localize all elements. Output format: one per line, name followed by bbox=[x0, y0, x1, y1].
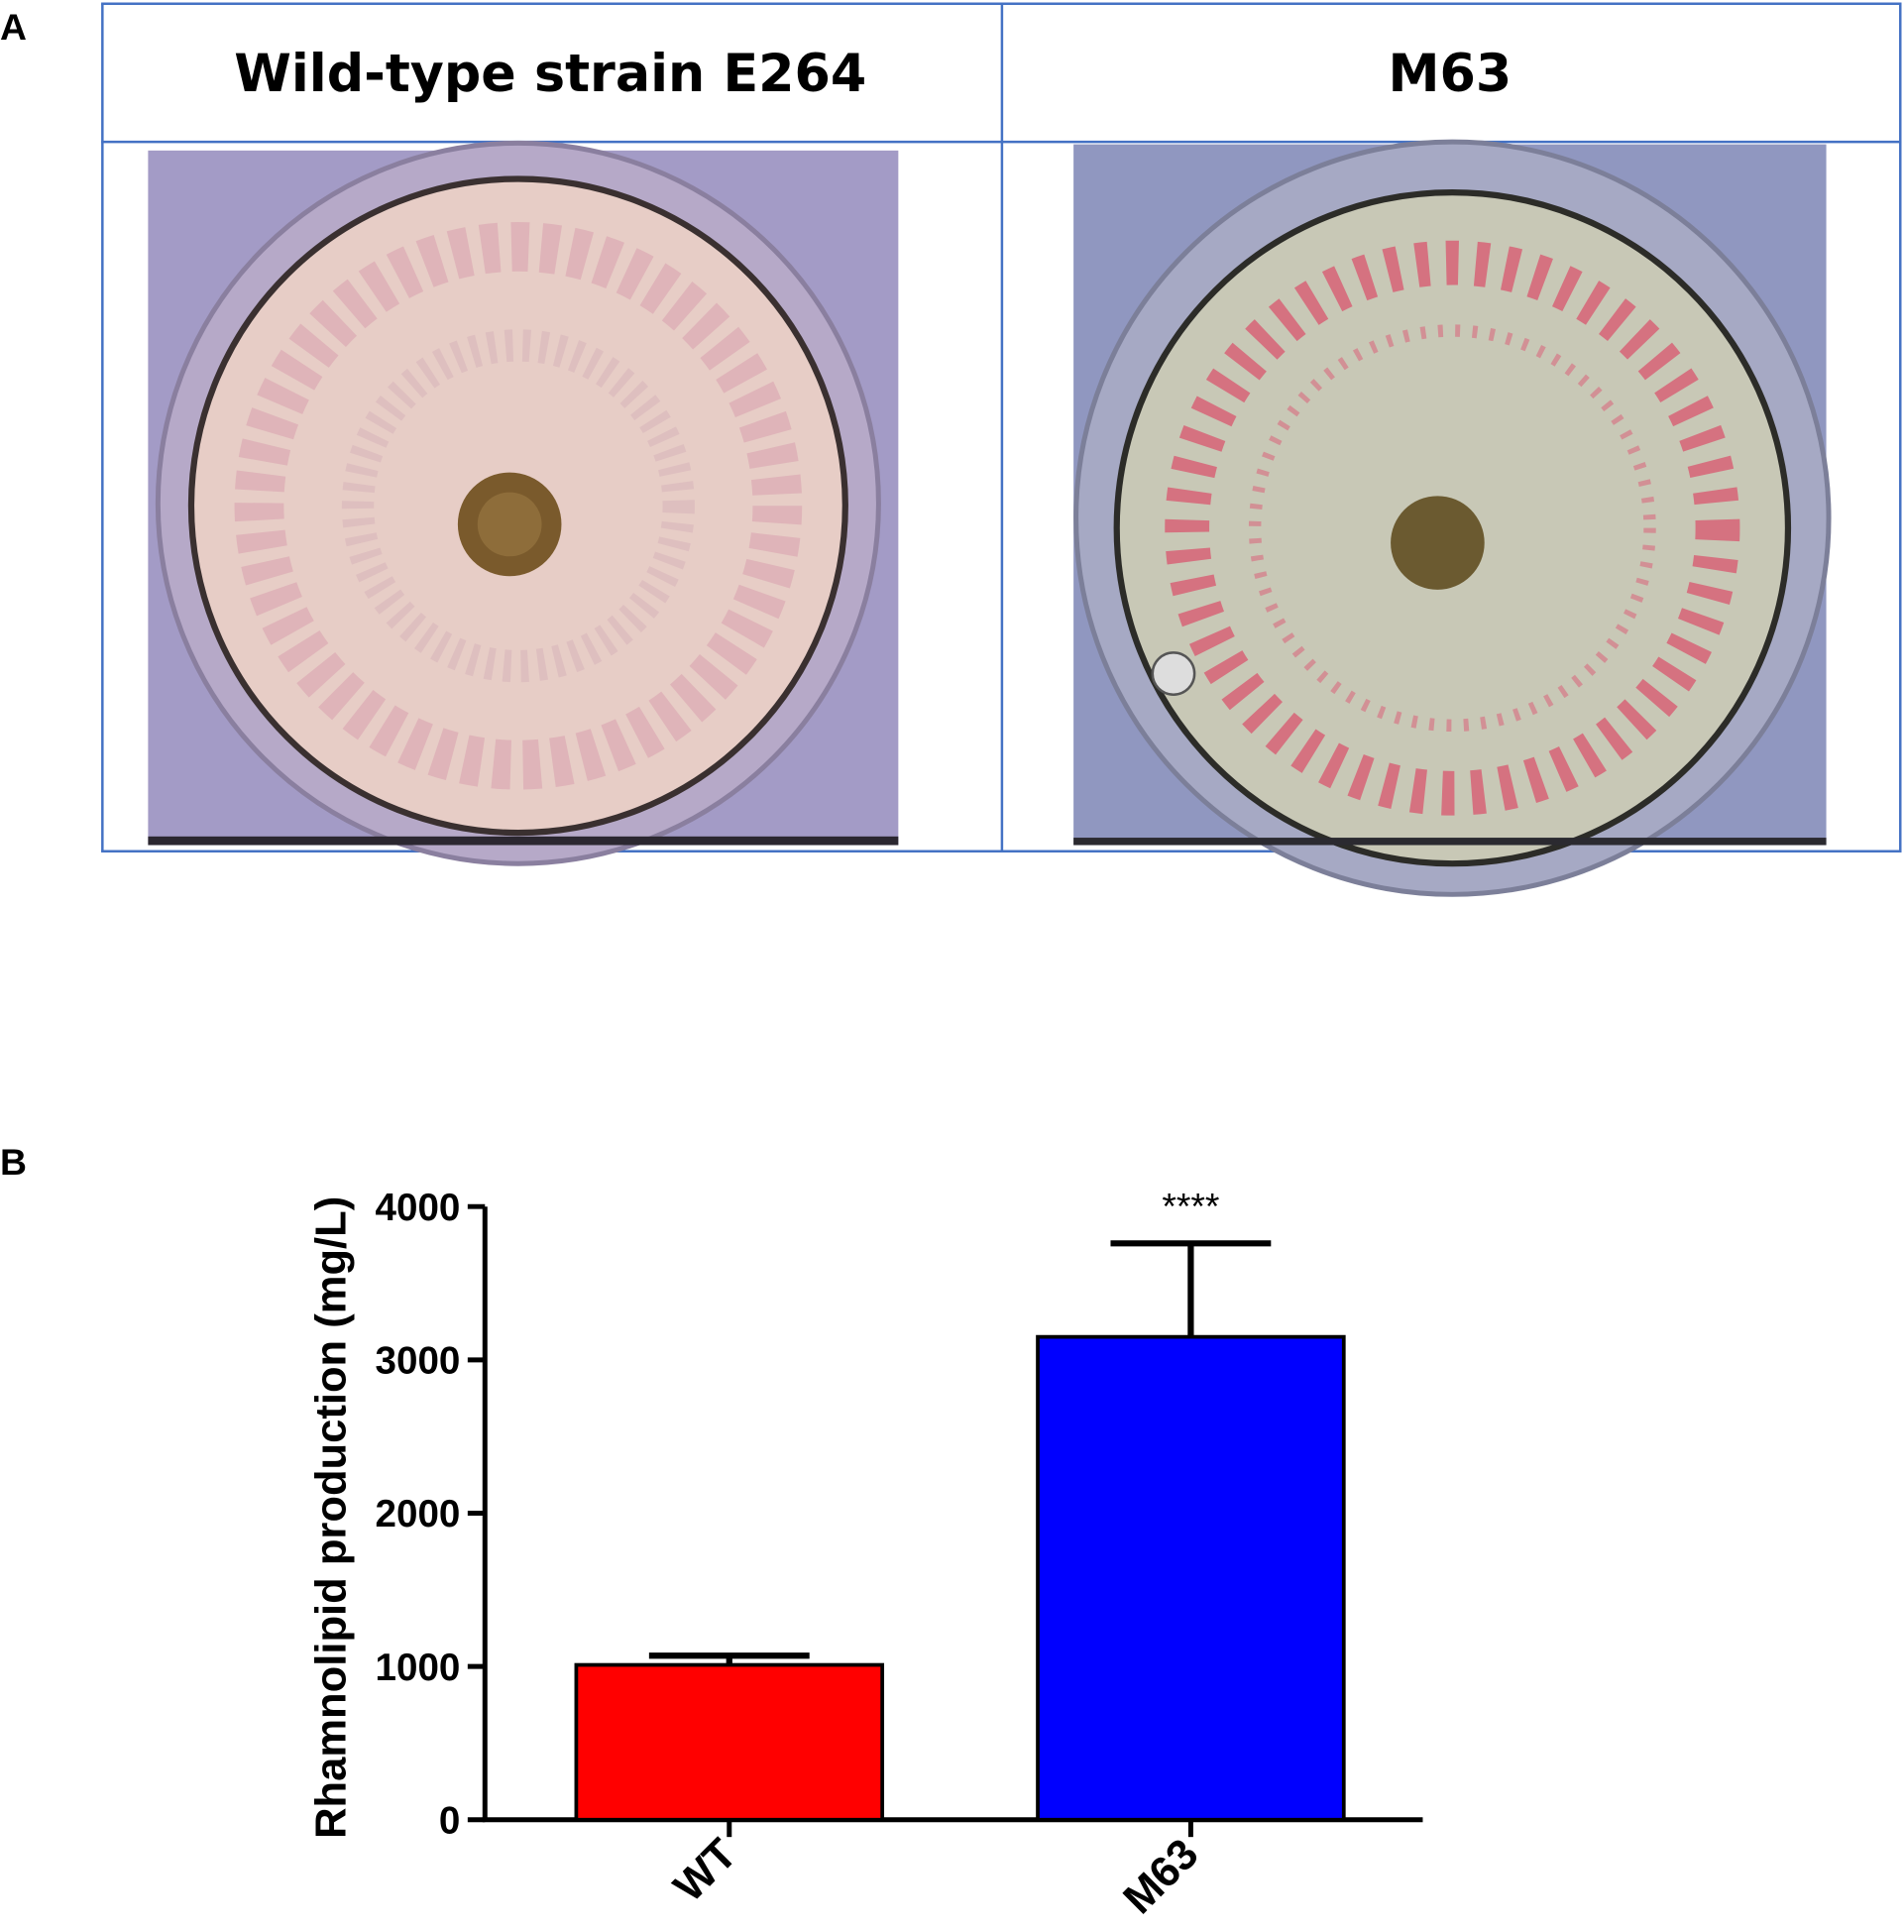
y-tick-label: 4000 bbox=[376, 1187, 461, 1229]
y-tick-label: 0 bbox=[439, 1799, 460, 1842]
image-table: Wild-type strain E264 M63 bbox=[101, 2, 1902, 852]
panel-label: A bbox=[0, 6, 27, 48]
y-tick-label: 1000 bbox=[376, 1647, 461, 1689]
column-header: M63 bbox=[1388, 44, 1512, 104]
panel-label: B bbox=[0, 1141, 27, 1183]
significance: **** bbox=[1162, 1185, 1219, 1226]
y-tick-label: 3000 bbox=[376, 1340, 461, 1383]
bar bbox=[1036, 1334, 1346, 1822]
x-tick-label: WT bbox=[665, 1830, 746, 1911]
y-tick-label: 2000 bbox=[376, 1493, 461, 1535]
x-tick-label: M63 bbox=[1115, 1830, 1208, 1923]
y-axis-label: Rhamnolipid production (mg/L) bbox=[308, 1196, 356, 1839]
bar bbox=[574, 1662, 885, 1822]
column-header: Wild-type strain E264 bbox=[234, 44, 866, 104]
plate-photo bbox=[148, 140, 899, 866]
plate-photo bbox=[1073, 139, 1832, 897]
